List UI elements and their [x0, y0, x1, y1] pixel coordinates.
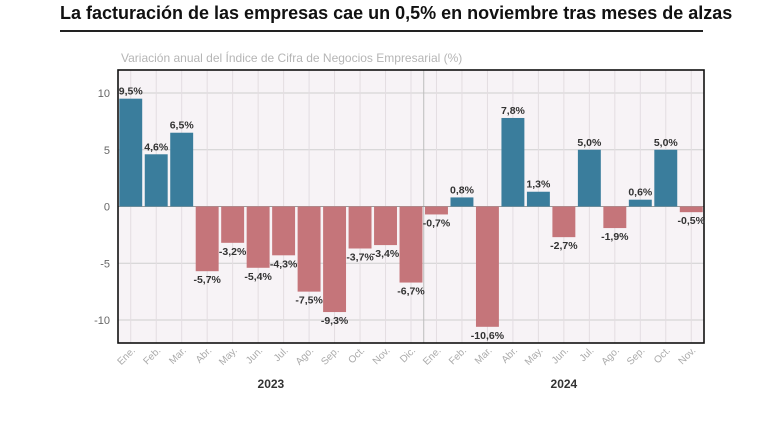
bar [323, 206, 347, 313]
bar [425, 206, 448, 215]
data-label: -5,4% [244, 271, 272, 283]
bar [552, 206, 576, 238]
year-label: 2023 [258, 377, 285, 391]
data-label: -3,2% [219, 246, 247, 258]
bar [246, 206, 270, 268]
bar [577, 149, 601, 207]
x-tick-label: Mar. [167, 345, 189, 367]
x-tick-label: Nov. [677, 345, 699, 367]
x-tick-label: Sep. [319, 345, 341, 367]
data-label: 0,6% [628, 187, 653, 199]
x-tick-label: Jun. [244, 345, 265, 366]
bar [119, 98, 143, 207]
bar [654, 149, 678, 207]
title-divider [60, 30, 703, 32]
x-tick-label: Feb. [447, 345, 469, 367]
bar [144, 154, 168, 207]
y-tick-label: 5 [104, 145, 110, 157]
x-tick-label: Ene. [421, 345, 443, 367]
x-tick-label: Dic. [398, 345, 418, 365]
x-tick-label: Jul. [272, 345, 291, 364]
bar [374, 206, 397, 246]
bar [475, 206, 499, 327]
bar [526, 191, 550, 207]
x-tick-label: Jul. [578, 345, 597, 364]
x-tick-label: May. [523, 345, 546, 368]
bar [501, 117, 525, 207]
y-tick-label: 0 [104, 202, 110, 214]
x-tick-label: Abr. [500, 345, 520, 365]
chart-subtitle: Variación anual del Índice de Cifra de N… [121, 51, 463, 65]
x-tick-label: May. [217, 345, 240, 368]
data-label: -10,6% [471, 330, 505, 342]
data-label: 6,5% [170, 120, 195, 132]
data-label: -0,5% [678, 215, 706, 227]
data-label: -3,4% [372, 248, 400, 260]
data-label: -4,3% [270, 258, 298, 270]
x-tick-label: Mar. [473, 345, 495, 367]
data-label: -7,5% [295, 295, 323, 307]
data-label: 4,6% [144, 141, 169, 153]
data-label: -2,7% [550, 240, 578, 252]
data-label: 7,8% [501, 105, 526, 117]
x-tick-label: Ago. [294, 345, 316, 367]
data-label: 9,5% [119, 86, 144, 98]
x-tick-label: Jun. [550, 345, 571, 366]
data-label: 0,8% [450, 184, 475, 196]
data-label: 5,0% [654, 137, 679, 149]
x-tick-label: Sep. [625, 345, 647, 367]
bar [272, 206, 296, 256]
data-label: -5,7% [193, 274, 221, 286]
data-label: -3,7% [346, 251, 374, 263]
bar [399, 206, 423, 283]
y-tick-label: -5 [100, 258, 110, 270]
x-tick-label: Feb. [141, 345, 163, 367]
data-label: 1,3% [526, 179, 551, 191]
bar [297, 206, 321, 292]
bar [348, 206, 372, 249]
data-label: -9,3% [321, 315, 349, 327]
data-label: 5,0% [577, 137, 602, 149]
x-tick-label: Oct. [652, 345, 673, 366]
bar [195, 206, 219, 272]
y-tick-label: 10 [98, 88, 110, 100]
x-tick-label: Ago. [600, 345, 622, 367]
x-tick-label: Oct. [346, 345, 367, 366]
data-label: -0,7% [423, 217, 451, 229]
plot-frame [117, 69, 705, 344]
x-tick-label: Nov. [371, 345, 393, 367]
x-tick-label: Ene. [116, 345, 138, 367]
bar [221, 206, 245, 243]
y-tick-label: -10 [94, 315, 110, 327]
bar [679, 206, 703, 213]
data-label: -6,7% [397, 286, 425, 298]
year-label: 2024 [551, 377, 578, 391]
x-tick-label: Abr. [194, 345, 214, 365]
bar [450, 197, 474, 207]
bar [603, 206, 627, 229]
bar [628, 199, 652, 207]
data-label: -1,9% [601, 231, 629, 243]
bar [170, 132, 194, 207]
chart-title: La facturación de las empresas cae un 0,… [60, 3, 733, 23]
